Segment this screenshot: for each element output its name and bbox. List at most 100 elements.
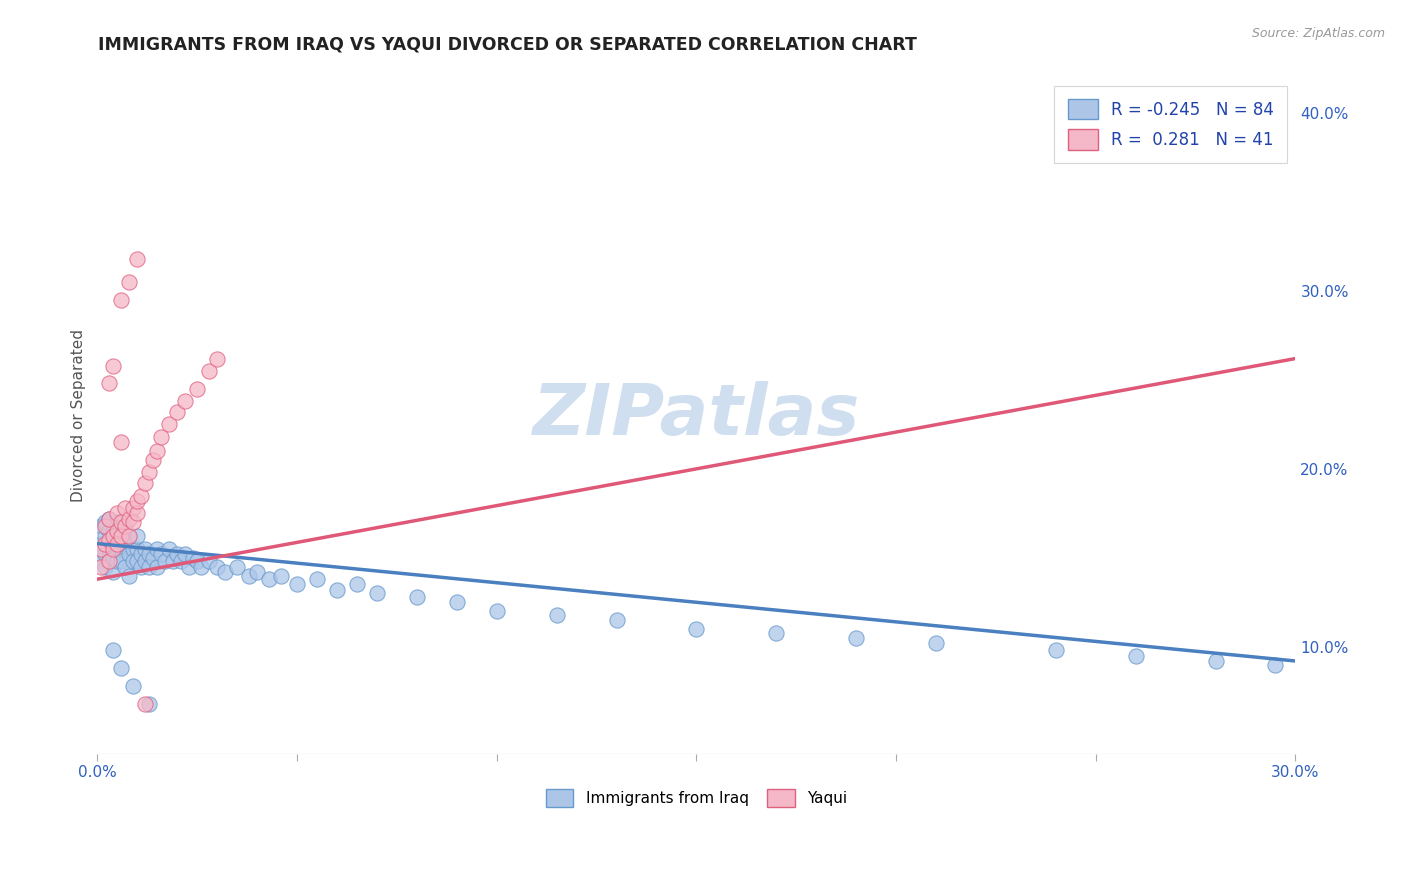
Point	[94, 559, 117, 574]
Point	[205, 351, 228, 366]
Point	[129, 559, 152, 574]
Point	[134, 697, 156, 711]
Point	[94, 547, 117, 561]
Point	[285, 577, 308, 591]
Point	[98, 554, 121, 568]
Text: IMMIGRANTS FROM IRAQ VS YAQUI DIVORCED OR SEPARATED CORRELATION CHART: IMMIGRANTS FROM IRAQ VS YAQUI DIVORCED O…	[98, 36, 917, 54]
Point	[155, 554, 177, 568]
Point	[138, 466, 160, 480]
Point	[118, 529, 141, 543]
Point	[166, 547, 188, 561]
Text: Source: ZipAtlas.com: Source: ZipAtlas.com	[1251, 27, 1385, 40]
Point	[103, 550, 125, 565]
Point	[142, 453, 165, 467]
Point	[98, 511, 121, 525]
Point	[127, 554, 149, 568]
Point	[118, 511, 141, 525]
Point	[110, 515, 132, 529]
Point	[127, 529, 149, 543]
Point	[685, 622, 707, 636]
Text: ZIPatlas: ZIPatlas	[533, 381, 860, 450]
Point	[98, 376, 121, 391]
Point	[94, 518, 117, 533]
Point	[90, 536, 112, 550]
Point	[98, 554, 121, 568]
Point	[105, 541, 128, 556]
Point	[198, 364, 221, 378]
Point	[1125, 648, 1147, 663]
Point	[174, 547, 197, 561]
Point	[146, 541, 169, 556]
Point	[110, 661, 132, 675]
Point	[134, 541, 156, 556]
Point	[105, 515, 128, 529]
Point	[1205, 654, 1227, 668]
Point	[405, 590, 427, 604]
Point	[110, 529, 132, 543]
Point	[122, 541, 145, 556]
Point	[127, 541, 149, 556]
Point	[103, 524, 125, 538]
Point	[138, 547, 160, 561]
Point	[546, 607, 568, 622]
Legend: Immigrants from Iraq, Yaqui: Immigrants from Iraq, Yaqui	[540, 782, 853, 814]
Point	[205, 559, 228, 574]
Point	[157, 541, 180, 556]
Point	[103, 541, 125, 556]
Point	[105, 533, 128, 547]
Point	[138, 697, 160, 711]
Point	[110, 541, 132, 556]
Point	[446, 595, 468, 609]
Point	[103, 529, 125, 543]
Point	[270, 568, 292, 582]
Point	[162, 554, 184, 568]
Point	[246, 565, 269, 579]
Point	[366, 586, 388, 600]
Point	[105, 536, 128, 550]
Point	[103, 565, 125, 579]
Point	[98, 541, 121, 556]
Point	[129, 547, 152, 561]
Point	[90, 559, 112, 574]
Point	[174, 394, 197, 409]
Point	[122, 554, 145, 568]
Point	[122, 515, 145, 529]
Point	[110, 529, 132, 543]
Point	[157, 417, 180, 432]
Point	[114, 500, 136, 515]
Point	[127, 252, 149, 266]
Point	[138, 559, 160, 574]
Point	[606, 613, 628, 627]
Point	[114, 536, 136, 550]
Point	[122, 500, 145, 515]
Point	[181, 550, 204, 565]
Point	[105, 524, 128, 538]
Point	[98, 511, 121, 525]
Point	[326, 582, 349, 597]
Point	[142, 550, 165, 565]
Point	[134, 476, 156, 491]
Point	[226, 559, 249, 574]
Point	[186, 554, 208, 568]
Point	[118, 547, 141, 561]
Point	[114, 518, 136, 533]
Point	[257, 572, 280, 586]
Point	[765, 625, 787, 640]
Point	[122, 679, 145, 693]
Point	[146, 444, 169, 458]
Point	[127, 494, 149, 508]
Point	[129, 489, 152, 503]
Point	[186, 382, 208, 396]
Point	[94, 515, 117, 529]
Point	[94, 529, 117, 543]
Point	[110, 293, 132, 307]
Point	[845, 631, 868, 645]
Point	[110, 435, 132, 450]
Point	[90, 541, 112, 556]
Point	[305, 572, 328, 586]
Point	[98, 524, 121, 538]
Y-axis label: Divorced or Separated: Divorced or Separated	[72, 329, 86, 502]
Point	[90, 518, 112, 533]
Point	[346, 577, 368, 591]
Point	[114, 559, 136, 574]
